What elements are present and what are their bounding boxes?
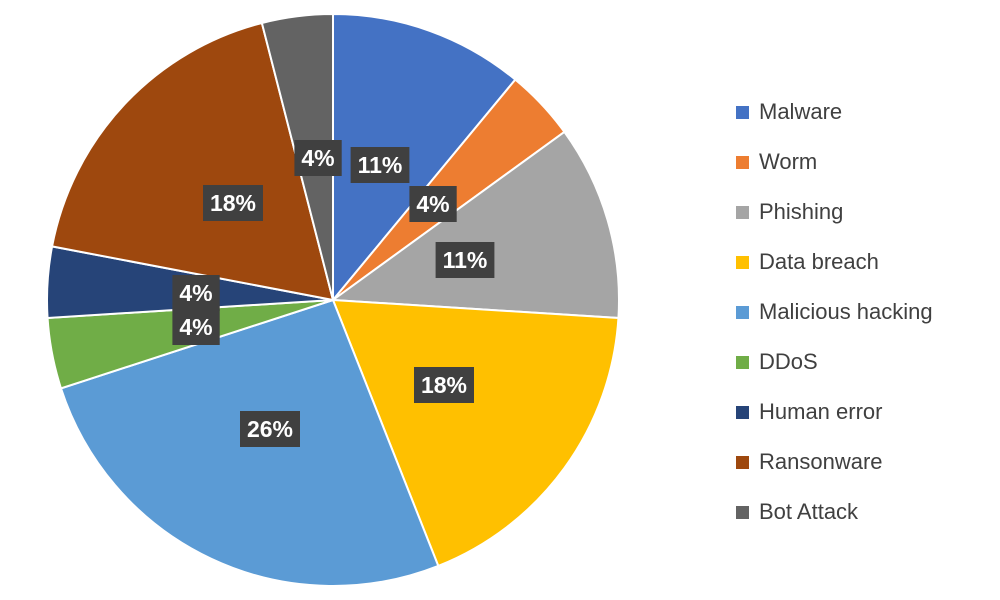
- legend-swatch: [736, 405, 749, 419]
- data-label-box: [294, 140, 342, 176]
- legend-swatch: [736, 355, 749, 369]
- legend-label: Malicious hacking: [759, 299, 933, 324]
- pie-slice-phishing: [330, 130, 620, 320]
- legend-swatch: [736, 205, 749, 219]
- legend-item-phishing: Phishing: [736, 187, 933, 237]
- data-label-text: 4%: [179, 280, 212, 306]
- data-label-box: [414, 367, 474, 403]
- data-label-ddos: 4%: [172, 309, 220, 345]
- legend-item-bot-attack: Bot Attack: [736, 487, 933, 537]
- legend-swatch: [736, 105, 749, 119]
- legend-item-human-error: Human error: [736, 387, 933, 437]
- data-label-text: 11%: [443, 247, 488, 273]
- legend-label: Malware: [759, 99, 843, 124]
- data-label-malware: 11%: [350, 147, 410, 183]
- data-label-text: 18%: [210, 190, 256, 216]
- data-label-ransonware: 18%: [203, 185, 263, 221]
- data-label-box: [350, 147, 410, 183]
- data-label-data-breach: 18%: [414, 367, 474, 403]
- data-label-text: 11%: [358, 152, 403, 178]
- legend-swatch: [736, 255, 749, 269]
- pie-slices: [46, 12, 620, 587]
- data-label-box: [409, 186, 457, 222]
- legend-swatch: [736, 505, 749, 519]
- legend-item-worm: Worm: [736, 137, 933, 187]
- data-label-box: [435, 242, 495, 278]
- data-label-text: 26%: [247, 416, 293, 442]
- legend-item-malicious-hacking: Malicious hacking: [736, 287, 933, 337]
- legend-swatch: [736, 455, 749, 469]
- data-label-box: [172, 309, 220, 345]
- legend-item-malware: Malware: [736, 87, 933, 137]
- pie-slice-malware: [332, 12, 517, 303]
- data-label-box: [240, 411, 300, 447]
- legend-swatch: [736, 155, 749, 169]
- legend-label: Ransonware: [759, 449, 883, 474]
- pie-slice-data-breach: [331, 298, 620, 568]
- legend-item-data-breach: Data breach: [736, 237, 933, 287]
- legend-label: Data breach: [759, 249, 879, 274]
- data-label-bot-attack: 4%: [294, 140, 342, 176]
- pie-data-labels: 11% 4% 11% 18% 26% 4% 4% 18% 4%: [172, 140, 495, 447]
- data-label-text: 18%: [421, 372, 467, 398]
- pie-slice-ransonware: [50, 21, 335, 302]
- legend-label: Human error: [759, 399, 883, 424]
- legend-label: Phishing: [759, 199, 844, 224]
- data-label-text: 4%: [416, 191, 449, 217]
- data-label-box: [203, 185, 263, 221]
- data-label-phishing: 11%: [435, 242, 495, 278]
- chart-legend: Malware Worm Phishing Data breach Malicious …: [736, 87, 933, 537]
- data-label-text: 4%: [301, 145, 334, 171]
- legend-swatch: [736, 305, 749, 319]
- data-label-malicious-hacking: 26%: [240, 411, 300, 447]
- legend-label: DDoS: [759, 349, 818, 374]
- data-label-worm: 4%: [409, 186, 457, 222]
- legend-item-ddos: DDoS: [736, 337, 933, 387]
- legend-item-ransonware: Ransonware: [736, 437, 933, 487]
- legend-label: Worm: [759, 149, 818, 174]
- data-label-box: [172, 275, 220, 311]
- data-label-text: 4%: [179, 314, 212, 340]
- data-label-human-error: 4%: [172, 275, 220, 311]
- legend-label: Bot Attack: [759, 499, 859, 524]
